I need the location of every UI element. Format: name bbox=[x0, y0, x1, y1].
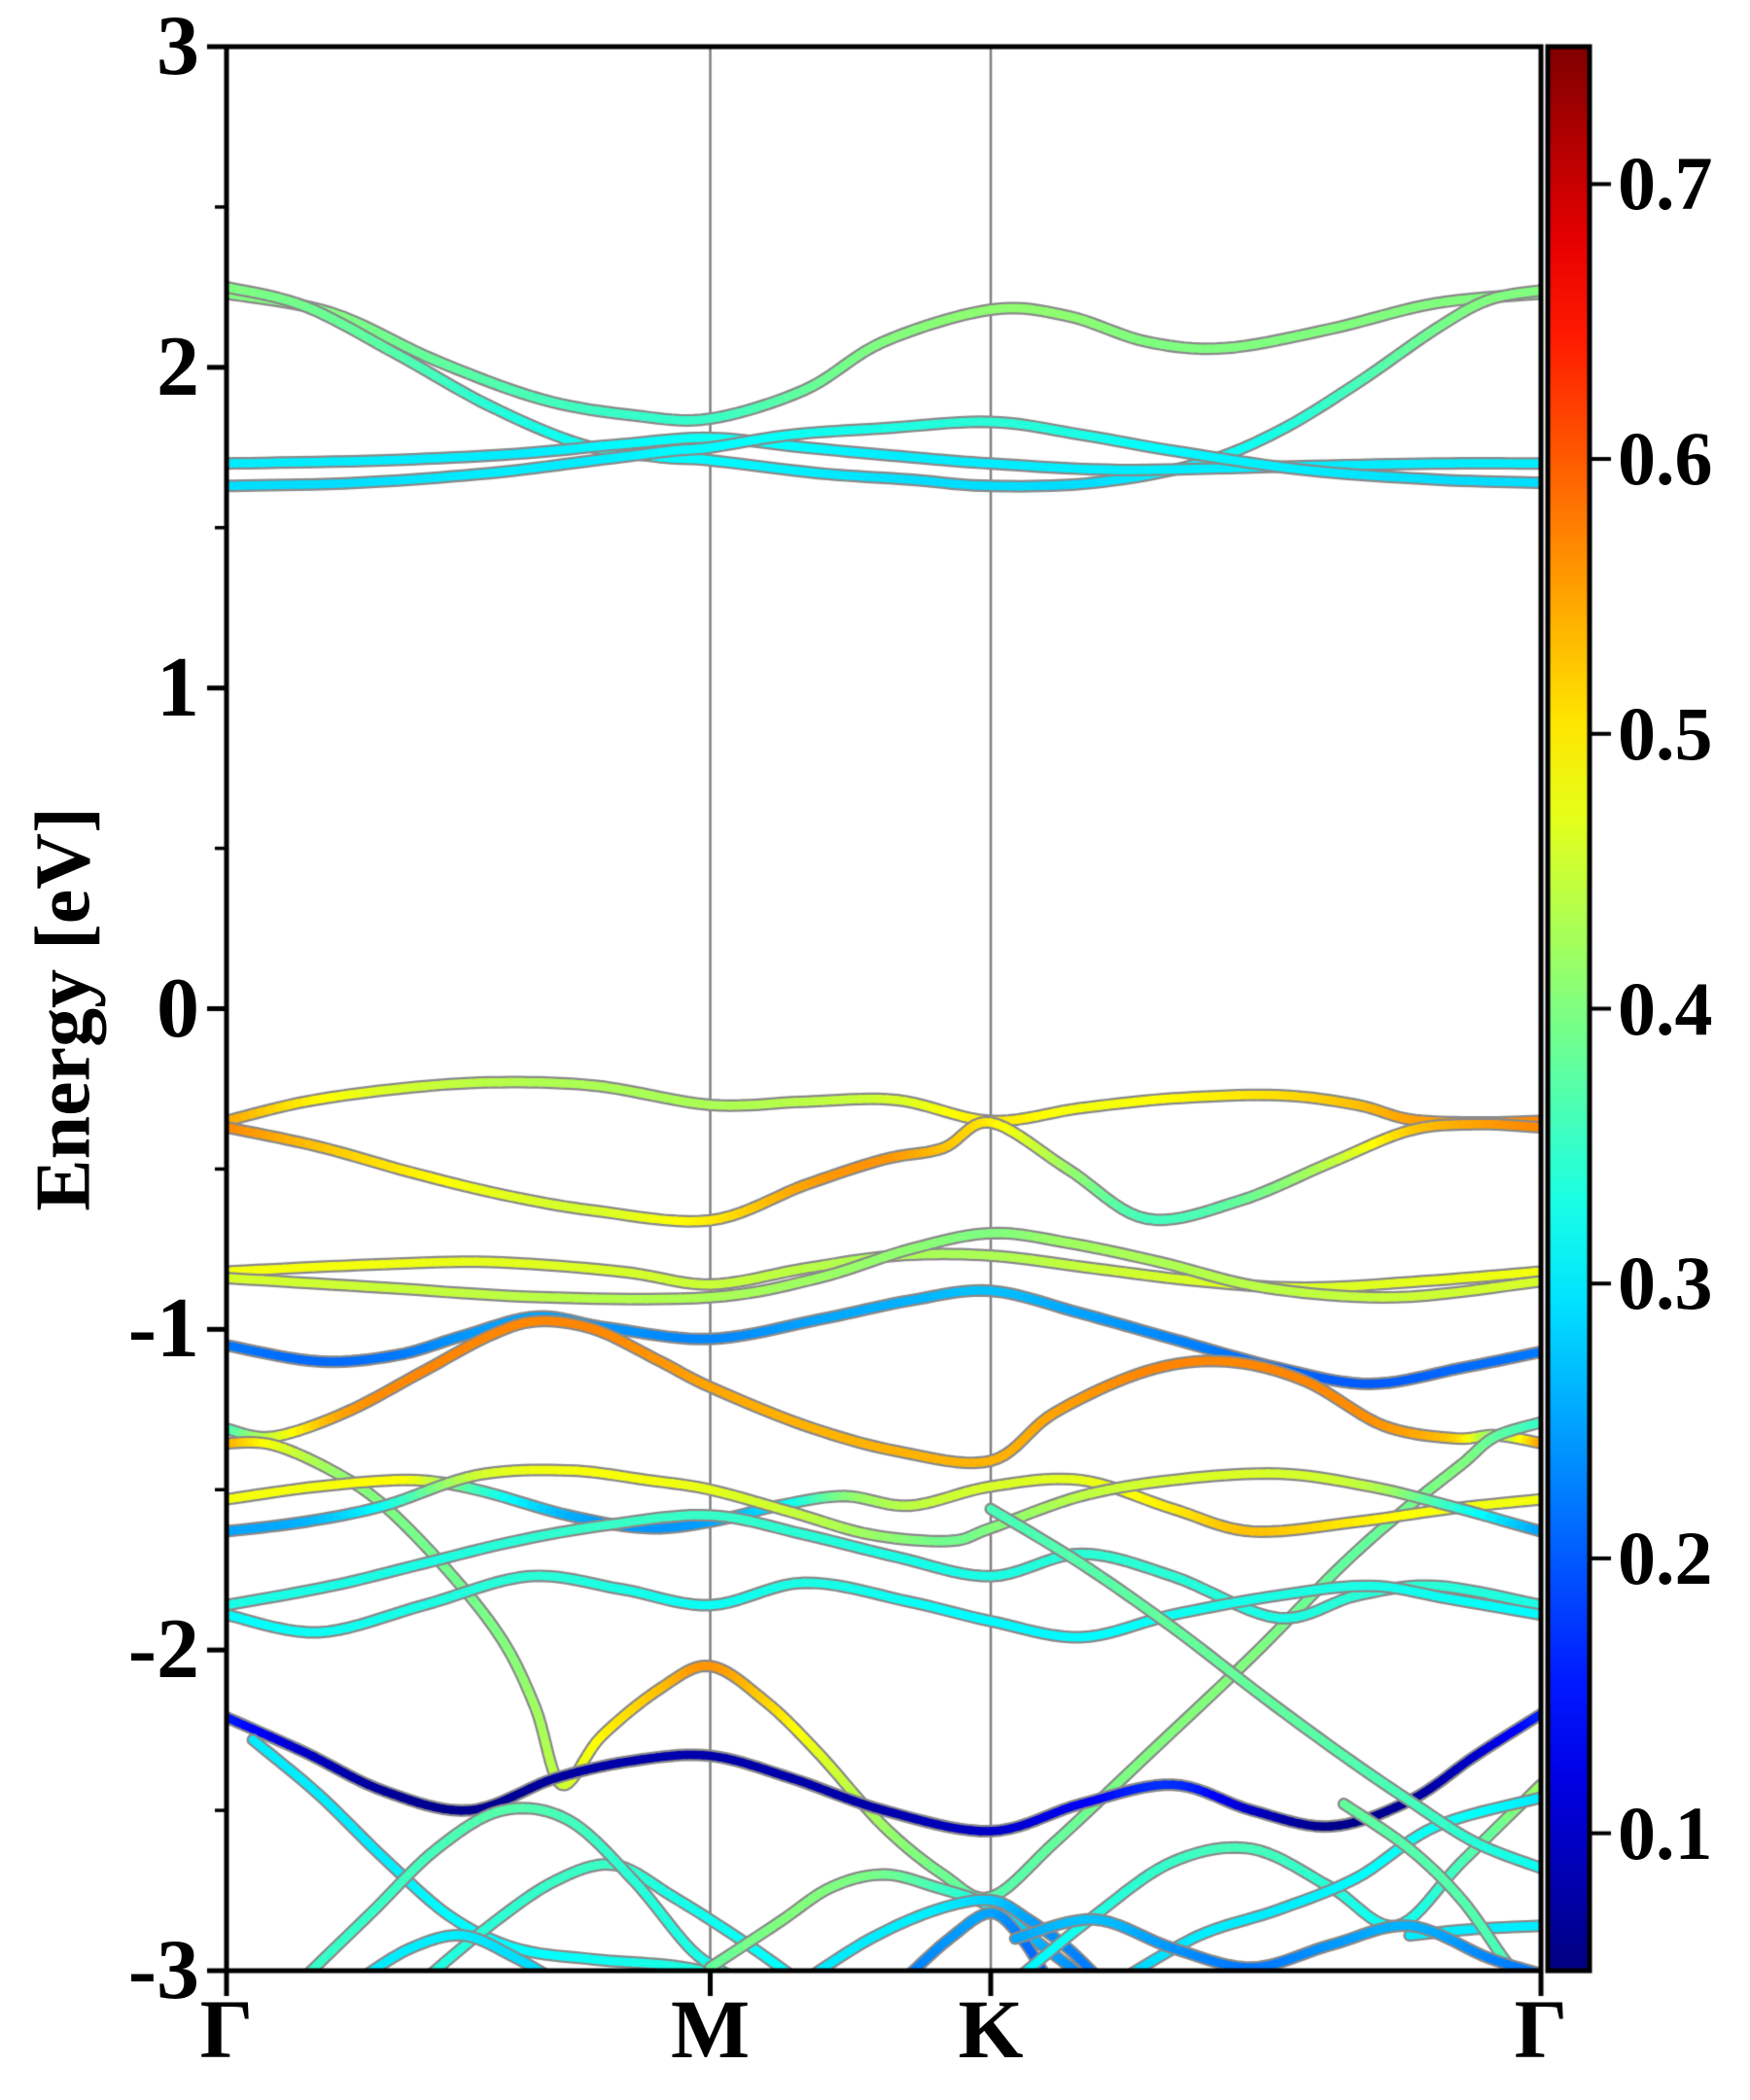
colorbar-tick-label: 0.2 bbox=[1618, 1515, 1713, 1600]
colorbar-tick-label: 0.1 bbox=[1618, 1790, 1713, 1875]
y-tick-label: -2 bbox=[127, 1602, 199, 1698]
colorbar-tick-label: 0.6 bbox=[1618, 416, 1713, 502]
colorbar-tick-label: 0.7 bbox=[1618, 141, 1713, 227]
y-tick-label: 2 bbox=[157, 319, 199, 414]
colorbar-tick-label: 0.3 bbox=[1618, 1241, 1713, 1326]
x-tick-label: Γ bbox=[1514, 1982, 1568, 2076]
y-tick-label: 1 bbox=[157, 640, 199, 735]
x-tick-label: M bbox=[670, 1982, 751, 2076]
y-tick-label: 0 bbox=[157, 961, 199, 1056]
colorbar-tick-label: 0.5 bbox=[1618, 690, 1713, 776]
y-tick-label: -1 bbox=[127, 1281, 199, 1377]
x-tick-label: K bbox=[958, 1982, 1024, 2076]
y-tick-label: 3 bbox=[157, 0, 199, 93]
y-tick-label: -3 bbox=[127, 1923, 199, 2017]
x-tick-label: Γ bbox=[199, 1982, 254, 2076]
colorbar-tick-label: 0.4 bbox=[1618, 965, 1713, 1051]
